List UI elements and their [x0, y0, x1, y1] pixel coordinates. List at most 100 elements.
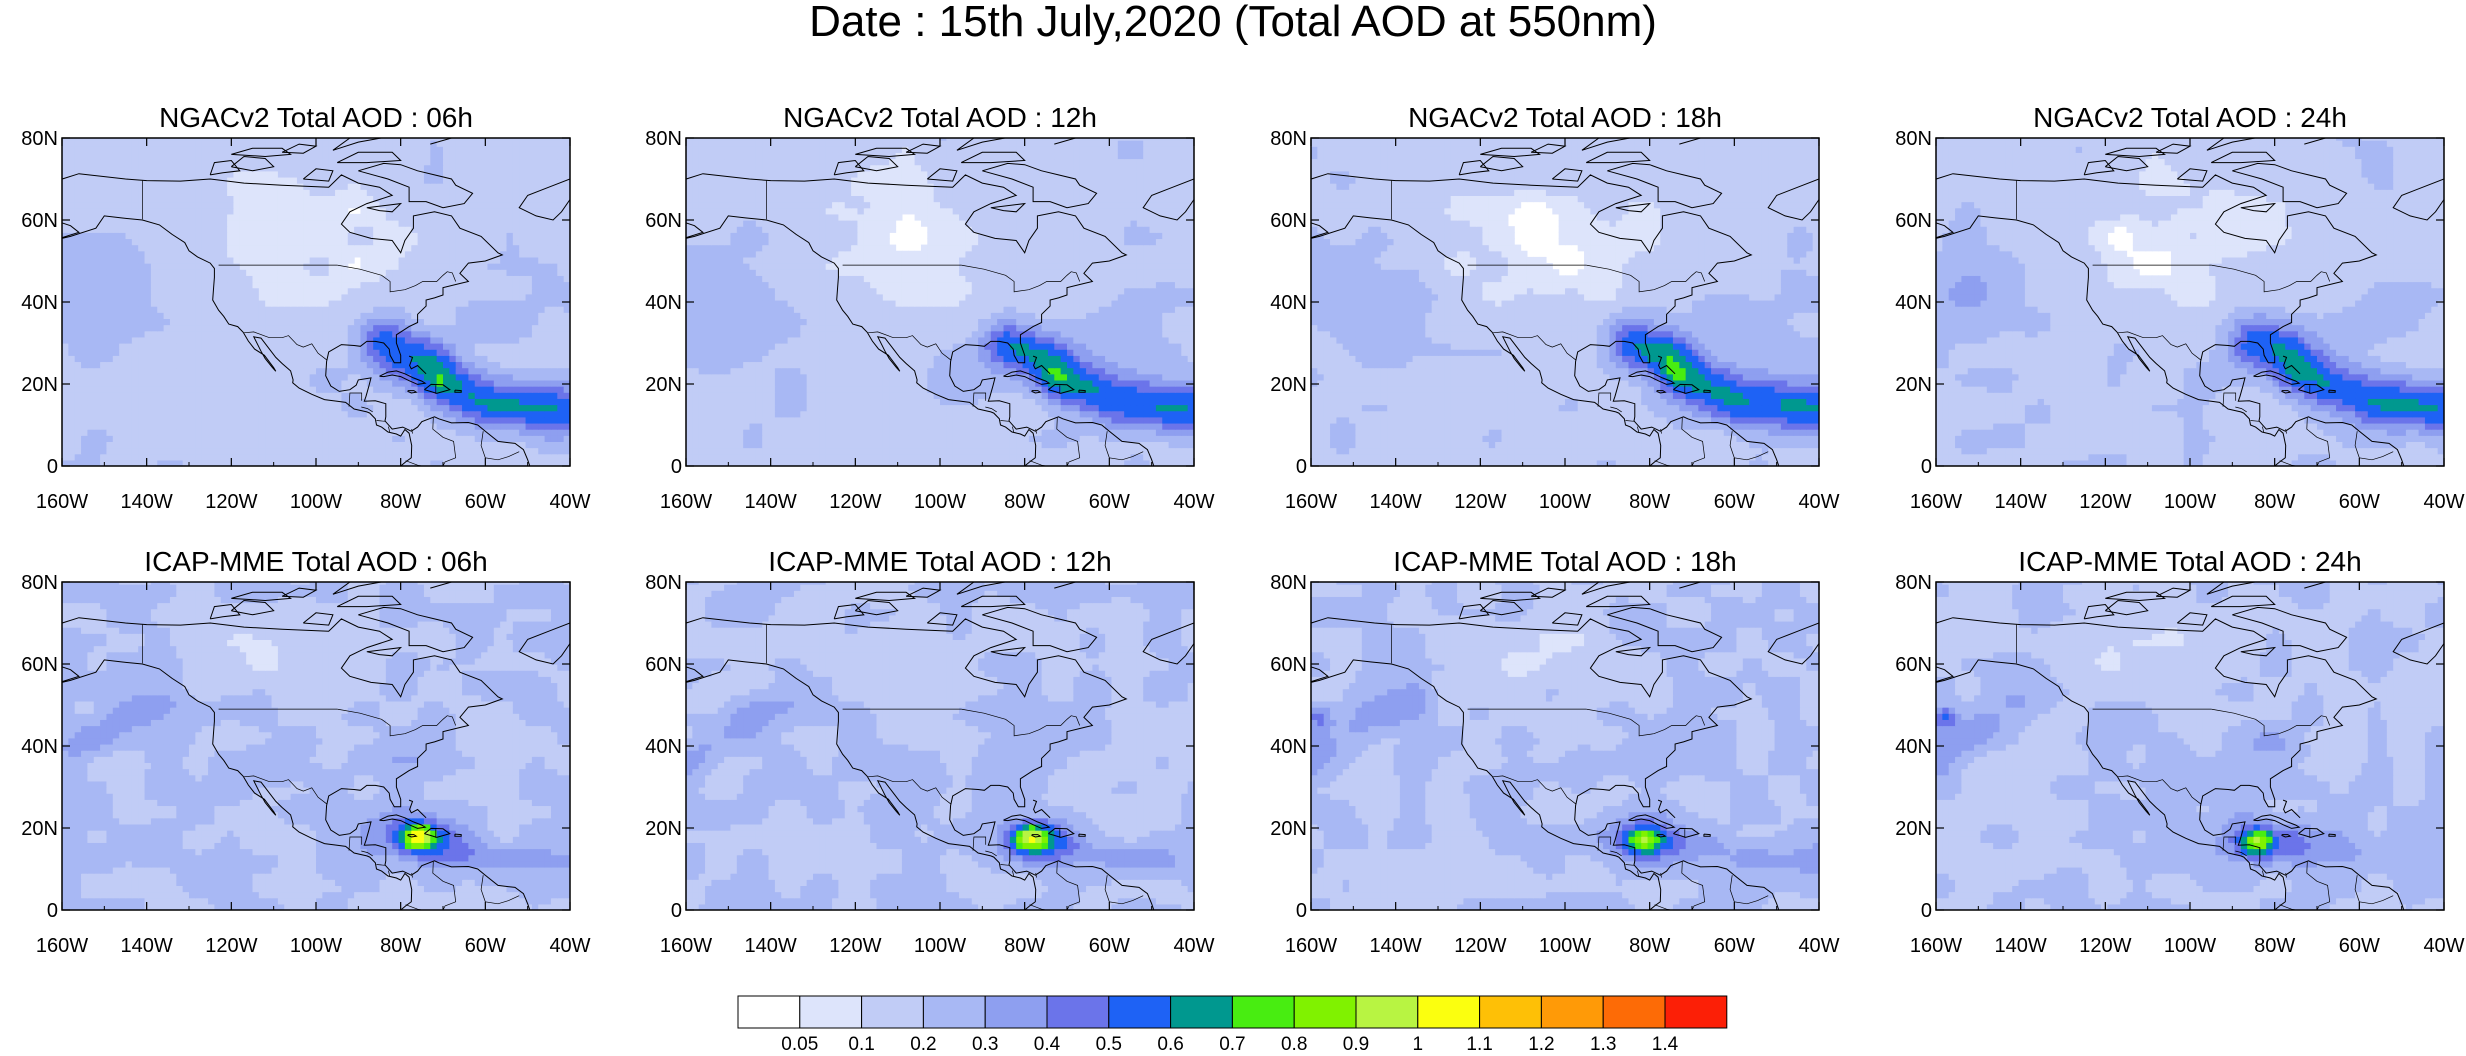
colorbar-swatch [1540, 995, 1604, 1029]
lat-tick-label: 60N [21, 654, 58, 676]
lon-tick-label: 40W [1798, 935, 1839, 957]
aod-field [1311, 582, 1819, 910]
lon-tick-label: 120W [829, 935, 881, 957]
lat-tick-label: 60N [645, 654, 682, 676]
map-panel-icap-06h: ICAP-MME Total AOD : 06h 160W 140W 120W 100W… [21, 546, 590, 957]
colorbar-level-label: 0.8 [1281, 1034, 1307, 1055]
lon-tick-label: 120W [2079, 935, 2131, 957]
country-borders [1391, 180, 1769, 466]
lat-tick-label: 20N [21, 818, 58, 840]
panel-title: NGACv2 Total AOD : 24h [2033, 102, 2347, 133]
lon-tick-label: 140W [1370, 935, 1422, 957]
lat-tick-label: 20N [1270, 818, 1307, 840]
lon-tick-label: 80W [380, 491, 421, 513]
colorbar-swatch [984, 995, 1048, 1029]
panel-title: NGACv2 Total AOD : 18h [1408, 102, 1722, 133]
colorbar-level-label: 0.9 [1343, 1034, 1369, 1055]
map-panel-icap-18h: ICAP-MME Total AOD : 18h 160W 140W 120W 100W… [1270, 546, 1839, 957]
colorbar-swatch [1231, 995, 1295, 1029]
panel-title: ICAP-MME Total AOD : 12h [768, 546, 1111, 577]
lon-tick-label: 140W [1995, 491, 2047, 513]
lat-tick-label: 60N [1270, 654, 1307, 676]
lat-tick-label: 0 [1296, 900, 1307, 922]
lat-tick-label: 80N [1270, 572, 1307, 594]
colorbar-swatch [861, 995, 924, 1029]
lat-tick-label: 20N [1895, 374, 1932, 396]
panel-title: NGACv2 Total AOD : 06h [159, 102, 473, 133]
lon-tick-label: 100W [1539, 491, 1591, 513]
lon-tick-label: 60W [2339, 491, 2380, 513]
lat-tick-label: 40N [21, 736, 58, 758]
lon-tick-label: 80W [2254, 491, 2295, 513]
lon-tick-label: 60W [1714, 491, 1755, 513]
lon-tick-label: 60W [465, 491, 506, 513]
lon-tick-label: 60W [1714, 935, 1755, 957]
lat-tick-label: 40N [1895, 736, 1932, 758]
coastlines [62, 582, 570, 910]
panel-title: ICAP-MME Total AOD : 24h [2018, 546, 2361, 577]
lon-tick-label: 80W [1004, 935, 1045, 957]
map-panel-ngac-06h: NGACv2 Total AOD : 06h 160W 140W 120W 100W 80… [21, 102, 590, 513]
colorbar-level-label: 0.6 [1157, 1034, 1183, 1055]
lon-tick-label: 100W [1539, 935, 1591, 957]
lon-tick-label: 100W [914, 935, 966, 957]
figure-title: Date : 15th July,2020 (Total AOD at 550n… [0, 0, 2466, 44]
lat-tick-label: 40N [21, 292, 58, 314]
lon-tick-label: 160W [36, 935, 88, 957]
colorbar-level-label: 0.5 [1096, 1034, 1122, 1055]
lat-tick-label: 20N [21, 374, 58, 396]
colorbar-level-label: 1.2 [1528, 1034, 1554, 1055]
lon-tick-label: 100W [2164, 491, 2216, 513]
lat-tick-label: 40N [645, 292, 682, 314]
lat-tick-label: 0 [671, 900, 682, 922]
colorbar-level-label: 1.4 [1652, 1034, 1679, 1055]
colorbar-level-label: 1 [1413, 1034, 1424, 1055]
lon-tick-label: 120W [1454, 491, 1506, 513]
lat-tick-label: 80N [645, 572, 682, 594]
lon-tick-label: 40W [549, 491, 590, 513]
lat-tick-label: 20N [645, 374, 682, 396]
panel-title: ICAP-MME Total AOD : 06h [144, 546, 487, 577]
lat-tick-label: 0 [47, 900, 58, 922]
colorbar-swatch [1170, 995, 1233, 1029]
coastlines [1311, 138, 1819, 466]
lat-tick-label: 0 [671, 456, 682, 478]
lon-tick-label: 160W [1285, 935, 1337, 957]
colorbar-swatch [1046, 995, 1110, 1029]
lon-tick-label: 140W [121, 491, 173, 513]
lat-tick-label: 80N [21, 572, 58, 594]
lon-tick-label: 60W [465, 935, 506, 957]
colorbar-level-label: 0.1 [848, 1034, 874, 1055]
aod-field [62, 138, 570, 466]
lon-tick-label: 80W [1629, 935, 1670, 957]
country-borders [766, 180, 1144, 466]
lon-tick-label: 40W [2423, 491, 2464, 513]
lon-tick-label: 100W [914, 491, 966, 513]
aod-field [1936, 138, 2444, 466]
lat-tick-label: 0 [1921, 456, 1932, 478]
lon-tick-label: 40W [1798, 491, 1839, 513]
colorbar-level-label: 1.1 [1466, 1034, 1492, 1055]
lon-tick-label: 40W [1173, 935, 1214, 957]
lon-tick-label: 160W [36, 491, 88, 513]
aod-field [1936, 582, 2444, 910]
lat-tick-label: 20N [1895, 818, 1932, 840]
lon-tick-label: 120W [205, 935, 257, 957]
colorbar-level-label: 1.3 [1590, 1034, 1616, 1055]
colorbar-swatch [1355, 995, 1419, 1029]
lon-tick-label: 40W [1173, 491, 1214, 513]
lon-tick-label: 140W [745, 935, 797, 957]
lat-tick-label: 20N [1270, 374, 1307, 396]
country-borders [142, 180, 520, 466]
lon-tick-label: 80W [1629, 491, 1670, 513]
colorbar-level-label: 0.3 [972, 1034, 998, 1055]
lat-tick-label: 20N [645, 818, 682, 840]
lon-tick-label: 60W [2339, 935, 2380, 957]
lat-tick-label: 80N [645, 128, 682, 150]
lon-tick-label: 140W [1370, 491, 1422, 513]
coastlines [686, 582, 1194, 910]
lat-tick-label: 60N [1270, 210, 1307, 232]
aod-field [62, 582, 570, 910]
country-borders [2016, 624, 2394, 910]
colorbar-level-label: 0.4 [1034, 1034, 1061, 1055]
